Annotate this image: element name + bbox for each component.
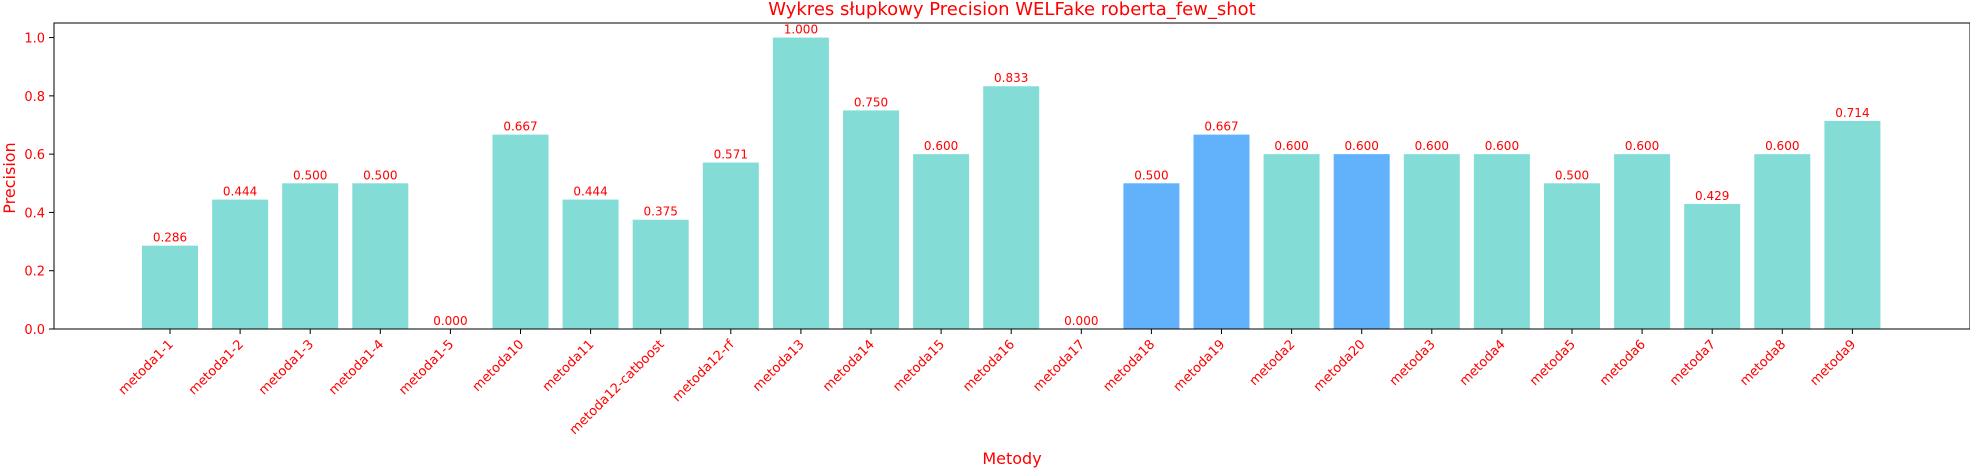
- y-tick-label: 0.6: [24, 148, 45, 163]
- x-tick-label-metoda13: metoda13: [750, 337, 808, 395]
- value-label-metoda13: 1.000: [784, 23, 818, 37]
- x-tick-label-metoda2: metoda2: [1247, 337, 1299, 389]
- value-label-metoda8: 0.600: [1765, 139, 1799, 153]
- value-label-metoda1-4: 0.500: [363, 168, 397, 182]
- x-tick-label-metoda6: metoda6: [1597, 337, 1649, 389]
- x-tick-label-metoda16: metoda16: [960, 337, 1018, 395]
- x-tick-label-metoda8: metoda8: [1737, 337, 1789, 389]
- x-tick-label-metoda20: metoda20: [1311, 337, 1369, 395]
- bar-metoda4: [1473, 154, 1530, 329]
- bar-metoda1-4: [352, 183, 409, 329]
- x-tick-label-metoda17: metoda17: [1031, 337, 1089, 395]
- bar-metoda15: [913, 154, 970, 329]
- value-label-metoda11: 0.444: [573, 185, 607, 199]
- value-label-metoda1-2: 0.444: [223, 185, 257, 199]
- bar-metoda20: [1333, 154, 1390, 329]
- value-label-metoda12-catboost: 0.375: [644, 205, 678, 219]
- x-tick-label-metoda1-3: metoda1-3: [256, 337, 317, 398]
- x-tick-label-metoda1-5: metoda1-5: [396, 337, 457, 398]
- value-label-metoda3: 0.600: [1415, 139, 1449, 153]
- x-tick-label-metoda9: metoda9: [1807, 337, 1859, 389]
- x-tick-label-metoda10: metoda10: [470, 337, 528, 395]
- x-tick-label-metoda15: metoda15: [890, 337, 948, 395]
- bar-metoda1-2: [212, 199, 269, 329]
- y-tick-label: 1.0: [24, 32, 45, 47]
- bar-metoda16: [983, 86, 1040, 330]
- x-tick-label-metoda1-4: metoda1-4: [326, 337, 387, 398]
- value-label-metoda1-1: 0.286: [153, 231, 187, 245]
- value-label-metoda16: 0.833: [994, 71, 1028, 85]
- x-tick-label-metoda19: metoda19: [1171, 337, 1229, 395]
- bar-metoda18: [1123, 183, 1180, 329]
- value-labels: 0.286 0.444 0.500 0.500 0.000 0.667 0.444 0.375…: [153, 23, 1870, 328]
- bar-metoda2: [1263, 154, 1320, 329]
- y-axis-ticks: 0.0 0.2 0.4 0.6 0.8 1.0: [24, 32, 54, 338]
- value-label-metoda6: 0.600: [1625, 139, 1659, 153]
- value-label-metoda7: 0.429: [1695, 189, 1729, 203]
- plot-frame: [53, 22, 1970, 330]
- x-tick-label-metoda7: metoda7: [1667, 337, 1719, 389]
- value-label-metoda17: 0.000: [1064, 314, 1098, 328]
- x-tick-label-metoda14: metoda14: [820, 337, 878, 395]
- value-label-metoda2: 0.600: [1274, 139, 1308, 153]
- x-tick-label-metoda3: metoda3: [1387, 337, 1439, 389]
- value-label-metoda1-3: 0.500: [293, 168, 327, 182]
- x-tick-label-metoda12-rf: metoda12-rf: [670, 337, 738, 405]
- bar-metoda19: [1193, 134, 1250, 329]
- bar-metoda3: [1403, 154, 1460, 329]
- value-label-metoda14: 0.750: [854, 95, 888, 109]
- value-label-metoda10: 0.667: [503, 120, 537, 134]
- y-tick-label: 0.0: [24, 323, 45, 338]
- x-tick-label-metoda1-2: metoda1-2: [186, 337, 247, 398]
- x-tick-label-metoda5: metoda5: [1527, 337, 1579, 389]
- bar-metoda12-rf: [702, 162, 759, 329]
- bar-metoda11: [562, 199, 619, 329]
- bar-metoda1-3: [282, 183, 339, 329]
- bar-metoda12-catboost: [632, 219, 689, 329]
- y-tick-label: 0.2: [24, 265, 45, 280]
- x-axis-label: Metody: [982, 449, 1041, 468]
- bar-metoda13: [772, 37, 829, 329]
- value-label-metoda4: 0.600: [1485, 139, 1519, 153]
- value-label-metoda12-rf: 0.571: [714, 148, 748, 162]
- bars: [142, 37, 1881, 330]
- value-label-metoda19: 0.667: [1204, 120, 1238, 134]
- bar-metoda7: [1684, 203, 1741, 329]
- x-tick-label-metoda4: metoda4: [1457, 337, 1509, 389]
- value-label-metoda9: 0.714: [1835, 106, 1869, 120]
- value-label-metoda18: 0.500: [1134, 168, 1168, 182]
- bar-metoda10: [492, 134, 549, 329]
- x-tick-label-metoda11: metoda11: [540, 337, 598, 395]
- y-tick-label: 0.8: [24, 90, 45, 105]
- bar-metoda8: [1754, 154, 1811, 329]
- x-tick-label-metoda1-1: metoda1-1: [116, 337, 177, 398]
- x-tick-label-metoda18: metoda18: [1101, 337, 1159, 395]
- value-label-metoda5: 0.500: [1555, 168, 1589, 182]
- bar-metoda14: [843, 110, 899, 329]
- x-axis-ticks: metoda1-1 metoda1-2 metoda1-3 metoda1-4 meto…: [116, 329, 1859, 438]
- bar-metoda5: [1544, 183, 1600, 329]
- value-label-metoda20: 0.600: [1345, 139, 1379, 153]
- y-axis-label: Precision: [0, 142, 19, 213]
- bar-metoda1-1: [142, 245, 198, 329]
- value-label-metoda1-5: 0.000: [433, 314, 467, 328]
- value-label-metoda15: 0.600: [924, 139, 958, 153]
- chart-title: Wykres słupkowy Precision WELFake robert…: [768, 0, 1256, 20]
- y-tick-label: 0.4: [24, 206, 45, 221]
- bar-metoda6: [1614, 154, 1671, 329]
- bar-metoda9: [1824, 120, 1881, 329]
